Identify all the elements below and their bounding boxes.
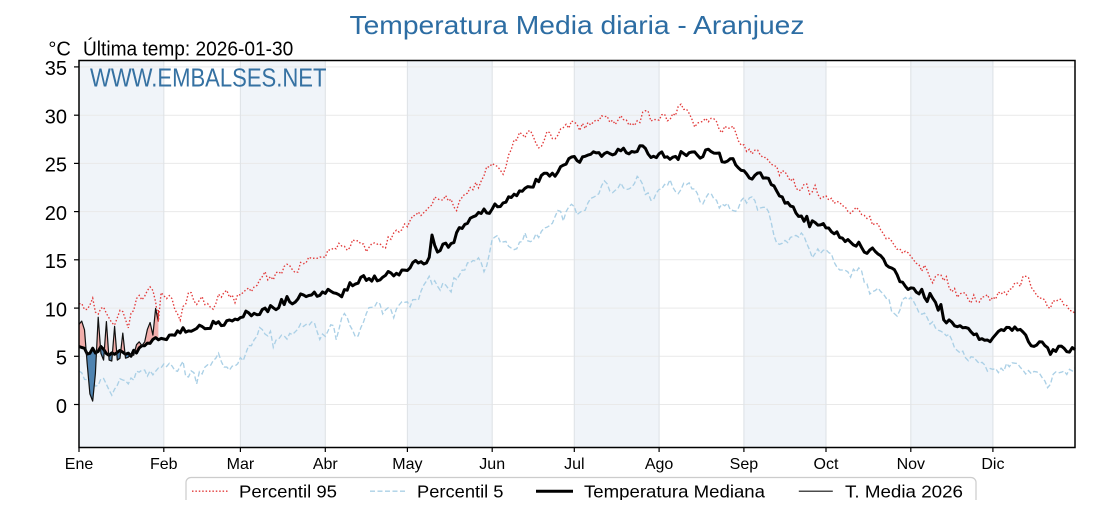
svg-text:Mar: Mar — [227, 456, 255, 473]
svg-text:Feb: Feb — [150, 456, 178, 473]
svg-text:15: 15 — [45, 251, 67, 273]
svg-text:10: 10 — [45, 299, 67, 321]
svg-text:Temperatura Mediana: Temperatura Mediana — [584, 481, 765, 500]
svg-text:Jul: Jul — [564, 456, 584, 473]
svg-text:Sep: Sep — [730, 456, 759, 473]
svg-text:Ene: Ene — [65, 456, 94, 473]
svg-text:T. Media 2026: T. Media 2026 — [845, 481, 963, 500]
svg-text:35: 35 — [45, 58, 67, 80]
svg-text:Temperatura Media diaria - Ara: Temperatura Media diaria - Aranjuez — [350, 10, 805, 40]
svg-text:Percentil 5: Percentil 5 — [417, 481, 504, 500]
svg-text:5: 5 — [56, 348, 67, 370]
svg-text:WWW.EMBALSES.NET: WWW.EMBALSES.NET — [90, 63, 327, 93]
svg-text:Percentil 95: Percentil 95 — [239, 481, 337, 500]
svg-text:20: 20 — [45, 203, 67, 225]
svg-text:°C: °C — [48, 39, 70, 61]
svg-text:Dic: Dic — [981, 456, 1004, 473]
svg-text:Nov: Nov — [897, 456, 925, 473]
svg-text:25: 25 — [45, 155, 67, 177]
svg-text:0: 0 — [56, 396, 67, 418]
svg-text:May: May — [392, 456, 422, 473]
svg-text:Oct: Oct — [814, 456, 839, 473]
svg-text:Ago: Ago — [645, 456, 674, 473]
svg-text:30: 30 — [45, 107, 67, 129]
svg-text:Abr: Abr — [313, 456, 339, 473]
svg-text:Jun: Jun — [479, 456, 505, 473]
svg-text:Última temp: 2026-01-30: Última temp: 2026-01-30 — [83, 38, 293, 61]
